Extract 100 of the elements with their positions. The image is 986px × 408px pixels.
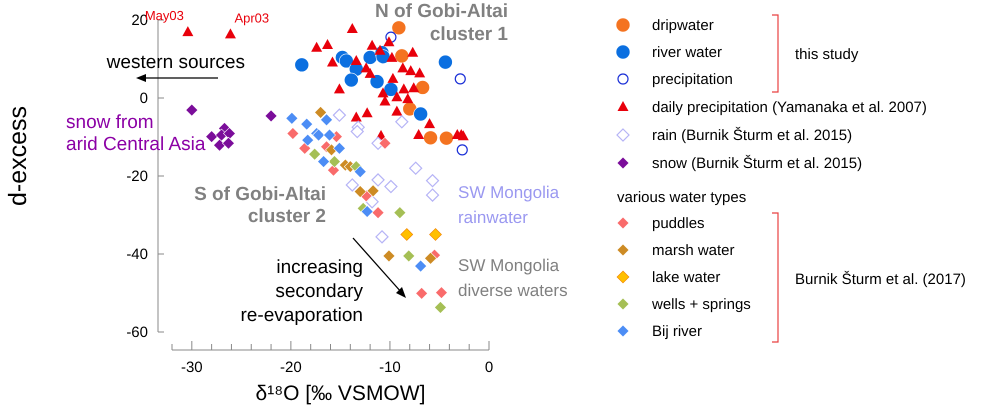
x-tick-label: -10 bbox=[379, 359, 401, 376]
point bbox=[386, 52, 398, 62]
text: various water types bbox=[617, 189, 746, 206]
annotation: increasing secondary re-evaporation bbox=[240, 257, 364, 326]
point bbox=[378, 87, 389, 98]
legend-label: Bij river bbox=[652, 323, 702, 340]
text: this study bbox=[795, 46, 859, 63]
point bbox=[301, 134, 314, 146]
point bbox=[182, 26, 194, 36]
point bbox=[326, 56, 338, 67]
point bbox=[394, 206, 406, 219]
point bbox=[400, 228, 414, 241]
point bbox=[409, 162, 422, 175]
point bbox=[423, 130, 438, 146]
point bbox=[339, 54, 354, 68]
point bbox=[395, 115, 408, 128]
y-tick-label: -20 bbox=[126, 168, 148, 185]
point bbox=[392, 20, 406, 36]
annotation: SW Mongolia diverse waters bbox=[458, 256, 568, 300]
legend-label: snow (Burnik Šturm et al. 2015) bbox=[652, 154, 862, 172]
annotation: western sources bbox=[106, 52, 245, 73]
x-tick-label: -30 bbox=[180, 359, 203, 376]
point bbox=[314, 106, 327, 119]
point bbox=[323, 128, 336, 142]
point bbox=[372, 206, 384, 219]
y-axis-title: d-excess bbox=[4, 106, 32, 206]
point bbox=[438, 54, 453, 70]
point bbox=[360, 205, 374, 218]
point bbox=[317, 155, 330, 168]
y-tick-label: -60 bbox=[126, 324, 148, 341]
point bbox=[384, 180, 398, 194]
point bbox=[354, 185, 367, 198]
point bbox=[294, 58, 310, 72]
point bbox=[186, 104, 198, 116]
point bbox=[205, 130, 218, 143]
point bbox=[344, 72, 359, 88]
y-tick-label: -40 bbox=[126, 246, 148, 263]
legend-label: marsh water bbox=[652, 242, 735, 259]
annotation: N of Gobi-Altai cluster 1 bbox=[375, 1, 508, 45]
point bbox=[350, 54, 362, 65]
point bbox=[366, 40, 378, 50]
point bbox=[391, 91, 402, 102]
point bbox=[333, 142, 346, 155]
legend-label: puddles bbox=[652, 215, 705, 232]
point bbox=[308, 148, 321, 160]
point bbox=[408, 82, 420, 92]
point bbox=[374, 44, 386, 55]
point bbox=[320, 114, 333, 126]
point bbox=[426, 188, 440, 202]
point bbox=[371, 173, 385, 186]
point bbox=[414, 260, 427, 272]
point bbox=[322, 38, 334, 49]
point bbox=[391, 106, 402, 116]
point bbox=[311, 42, 322, 52]
point bbox=[364, 68, 376, 78]
point bbox=[405, 65, 416, 76]
point bbox=[379, 96, 390, 106]
point bbox=[286, 127, 300, 140]
point bbox=[346, 22, 358, 33]
point bbox=[454, 73, 466, 84]
point bbox=[415, 80, 430, 95]
point bbox=[397, 62, 408, 72]
point bbox=[402, 93, 414, 104]
point bbox=[434, 301, 447, 314]
legend-label: precipitation bbox=[652, 71, 733, 88]
point bbox=[398, 83, 410, 94]
point bbox=[394, 48, 410, 64]
point bbox=[384, 82, 398, 97]
x-tick-label: -20 bbox=[280, 359, 302, 376]
point bbox=[328, 155, 341, 168]
point bbox=[346, 178, 359, 192]
legend-label: lake water bbox=[652, 269, 720, 286]
annotation: S of Gobi-Altai cluster 2 bbox=[194, 184, 326, 227]
point bbox=[366, 184, 380, 198]
point bbox=[435, 286, 448, 299]
point bbox=[362, 50, 378, 65]
legend-label: rain (Burnik Šturm et al. 2015) bbox=[652, 126, 852, 144]
point bbox=[332, 108, 346, 122]
point bbox=[413, 106, 428, 122]
point bbox=[456, 144, 468, 156]
legend-label: wells + springs bbox=[651, 296, 751, 313]
x-axis-title: δ¹⁸O [‰ VSMOW] bbox=[256, 382, 426, 405]
point bbox=[223, 127, 236, 140]
point bbox=[213, 138, 226, 152]
legend-label: daily precipitation (Yamanaka et al. 2007) bbox=[652, 99, 927, 116]
point bbox=[370, 74, 384, 89]
point bbox=[362, 107, 373, 118]
point bbox=[415, 287, 428, 300]
point bbox=[414, 67, 426, 78]
point bbox=[426, 174, 440, 188]
point bbox=[387, 72, 398, 83]
point bbox=[378, 136, 392, 150]
point bbox=[407, 46, 418, 57]
annotation: Apr03 bbox=[234, 10, 270, 26]
annotation: snow from arid Central Asia bbox=[66, 112, 206, 155]
point bbox=[413, 129, 424, 140]
point bbox=[383, 36, 394, 46]
point bbox=[350, 124, 364, 138]
point bbox=[298, 142, 312, 155]
point bbox=[429, 228, 442, 241]
